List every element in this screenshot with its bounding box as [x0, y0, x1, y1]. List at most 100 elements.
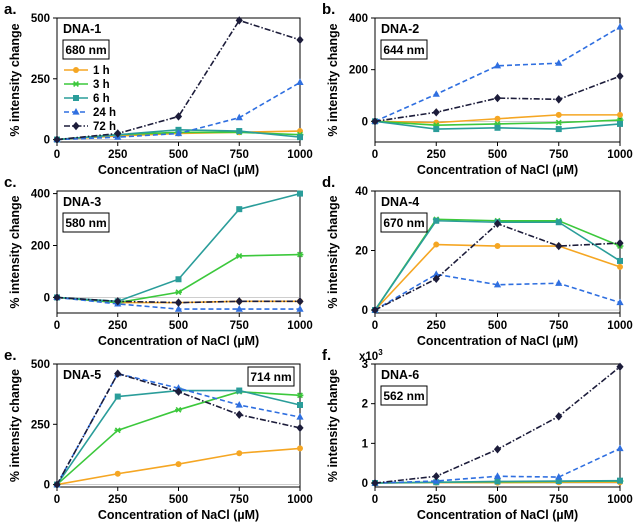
- series-72h: [53, 16, 304, 144]
- series-1h: [54, 445, 303, 488]
- data-point-72h: [432, 472, 440, 481]
- data-point-1h: [617, 263, 623, 270]
- data-point-3h: [296, 251, 304, 258]
- panel-letter: d.: [322, 174, 335, 191]
- x-tick-label: 1000: [607, 149, 633, 161]
- data-point-1h: [494, 115, 501, 122]
- y-tick-label: 500: [31, 359, 50, 371]
- data-point-72h: [235, 410, 243, 419]
- x-tick-label: 500: [488, 494, 507, 506]
- data-point-24h: [296, 305, 304, 312]
- data-point-6h: [617, 257, 623, 264]
- data-point-24h: [296, 413, 304, 420]
- data-point-6h: [555, 126, 562, 133]
- x-tick-label: 250: [108, 494, 127, 506]
- marker-stroke: [175, 406, 182, 413]
- y-tick-label: 0: [362, 116, 368, 128]
- data-point-72h: [296, 35, 304, 45]
- data-point-72h: [616, 238, 624, 248]
- data-point-72h: [235, 297, 243, 306]
- x-tick-label: 1000: [287, 149, 313, 161]
- data-point-24h: [493, 472, 502, 479]
- data-point-72h: [296, 423, 304, 433]
- data-point-6h: [175, 276, 182, 283]
- plot-frame: [56, 190, 301, 314]
- y-axis-label: % intensity change: [8, 195, 22, 308]
- data-point-72h: [174, 112, 183, 121]
- wavelength-label: 580 nm: [65, 216, 106, 230]
- panel-letter: e.: [4, 347, 17, 364]
- data-point-72h: [114, 129, 122, 138]
- x-tick-label: 750: [230, 320, 249, 332]
- data-point-6h: [236, 387, 243, 394]
- data-point-1h: [494, 243, 501, 250]
- x-tick-label: 0: [54, 494, 60, 506]
- chart-panel: e. 0 250 500 750 1000 0 250 500 Concentration of …: [4, 347, 313, 522]
- series-72h: [371, 362, 624, 488]
- legend-marker-24h: [72, 108, 80, 115]
- wavelength-box: [247, 366, 295, 387]
- y-tick-label: 1: [362, 438, 369, 450]
- data-point-24h: [616, 444, 624, 452]
- y-tick-label: 500: [31, 13, 50, 25]
- marker-stroke: [555, 119, 562, 126]
- legend: 1 h 3 h 6 h 24 h 72 h: [64, 65, 116, 133]
- series-line-6h: [56, 192, 301, 303]
- dna-label: DNA-4: [381, 195, 419, 209]
- data-point-24h: [555, 473, 563, 480]
- data-point-24h: [432, 270, 440, 277]
- data-point-72h: [616, 71, 624, 81]
- x-tick-label: 1000: [287, 320, 313, 332]
- x-tick-label: 250: [108, 320, 127, 332]
- data-point-24h: [235, 401, 243, 408]
- data-point-72h: [53, 293, 61, 302]
- x-tick-label: 250: [427, 149, 446, 161]
- marker-stroke: [73, 81, 79, 87]
- x-tick-label: 750: [549, 149, 568, 161]
- wavelength-label: 644 nm: [383, 43, 424, 57]
- x-tick-label: 0: [372, 494, 378, 506]
- data-point-6h: [555, 478, 562, 485]
- series-line-6h: [56, 389, 301, 486]
- data-point-3h: [235, 252, 243, 259]
- data-point-24h: [174, 384, 183, 391]
- x-axis-label: Concentration of NaCl (µM): [98, 334, 259, 348]
- plot-frame: [374, 190, 621, 314]
- y-tick-label: 40: [355, 186, 368, 198]
- marker-stroke: [236, 252, 243, 259]
- data-point-6h: [433, 126, 440, 133]
- x-tick-label: 0: [372, 320, 378, 332]
- data-point-6h: [236, 128, 243, 135]
- series-line-6h: [374, 219, 621, 311]
- data-point-72h: [555, 95, 563, 104]
- series-24h: [53, 369, 304, 488]
- data-point-24h: [174, 305, 183, 312]
- x-tick-label: 1000: [607, 320, 633, 332]
- x-tick-label: 0: [54, 320, 60, 332]
- dna-label: DNA-6: [381, 368, 419, 382]
- data-point-3h: [114, 427, 122, 434]
- data-point-6h: [494, 124, 501, 131]
- y-tick-label: 0: [44, 292, 50, 304]
- x-tick-label: 0: [372, 149, 378, 161]
- x-axis-label: Concentration of NaCl (µM): [417, 163, 578, 177]
- legend-label: 72 h: [93, 121, 116, 133]
- y-tick-label: 0: [362, 305, 368, 317]
- wavelength-label: 680 nm: [65, 43, 106, 57]
- x-tick-label: 250: [108, 149, 127, 161]
- x-tick-label: 750: [549, 320, 568, 332]
- x-tick-label: 1000: [287, 494, 313, 506]
- series-line-24h: [374, 273, 621, 311]
- data-point-72h: [493, 219, 502, 228]
- y-tick-label: 400: [349, 13, 368, 25]
- marker-stroke: [297, 392, 303, 399]
- y-tick-label: 400: [31, 189, 50, 201]
- data-point-72h: [555, 412, 563, 421]
- data-point-72h: [493, 93, 502, 103]
- panel-letter: a.: [4, 1, 17, 18]
- marker-stroke: [114, 427, 121, 434]
- data-point-6h: [494, 478, 501, 485]
- y-tick-label: 250: [31, 74, 50, 86]
- data-point-72h: [53, 480, 61, 489]
- panel-letter: f.: [322, 347, 331, 364]
